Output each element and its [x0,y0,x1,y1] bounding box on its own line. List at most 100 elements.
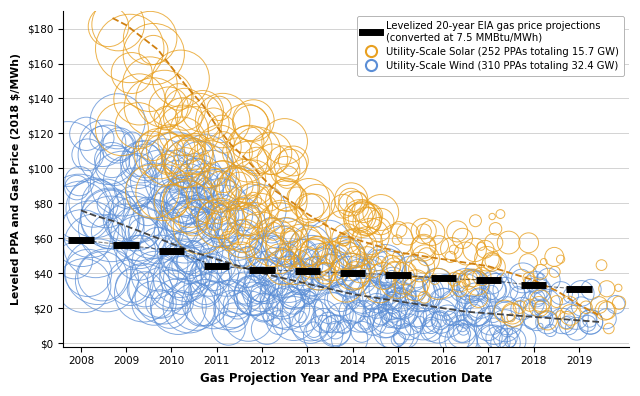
Point [387,326,397,332]
Point [142,208,152,215]
Point [505,339,515,345]
Point [256,281,266,287]
Point [178,127,188,133]
Point [232,231,243,237]
Point [305,322,316,328]
Point [438,301,449,307]
Point [394,335,404,341]
Point [488,264,499,270]
Point [531,295,541,302]
Point [120,220,131,226]
Point [129,185,140,191]
Point [282,236,292,242]
Point [483,324,493,330]
Point [359,320,369,326]
Point [145,81,155,88]
Point [474,308,484,314]
Point [275,255,285,262]
Point [300,272,310,278]
Point [288,300,298,306]
Point [248,218,259,224]
Point [266,150,276,156]
Point [264,196,275,202]
Point [172,173,182,179]
Point [85,226,95,232]
Point [543,277,554,283]
Point [374,284,385,290]
Point [294,307,304,314]
Point [349,275,360,281]
Point [426,327,436,333]
Point [395,308,405,314]
Point [487,213,497,220]
Point [470,295,481,301]
Point [97,140,108,147]
Point [232,301,243,308]
Point [198,284,209,291]
Point [358,293,368,299]
Point [141,158,151,164]
Point [170,278,180,284]
Point [303,295,314,301]
Point [205,161,215,167]
Point [542,319,552,326]
Point [155,260,165,266]
Point [151,225,161,232]
Point [239,236,249,242]
Point [596,262,607,268]
Point [484,335,495,341]
Point [182,258,192,265]
Point [262,278,273,285]
Point [536,291,546,298]
Point [471,310,481,317]
Point [532,287,543,294]
Point [393,337,403,343]
Point [374,227,384,233]
Point [209,120,219,127]
Point [392,307,403,313]
Point [552,298,562,305]
Point [371,250,381,256]
Point [585,317,595,323]
Point [466,280,476,286]
Point [507,310,517,317]
Point [237,211,248,217]
Point [325,265,335,271]
Point [327,258,337,264]
Point [294,277,305,284]
Point [161,161,172,168]
Point [215,214,225,220]
Point [383,266,394,272]
Point [488,258,498,264]
Point [182,275,192,282]
Point [250,266,260,272]
Point [202,187,212,194]
Point [149,300,159,306]
Point [308,263,318,269]
Point [405,287,415,293]
Point [185,197,195,203]
Point [183,197,193,204]
Point [255,207,266,213]
X-axis label: Gas Projection Year and PPA Execution Date: Gas Projection Year and PPA Execution Da… [200,372,492,385]
Point [145,35,156,41]
Point [525,279,535,285]
Point [262,249,273,255]
Point [134,96,145,103]
Point [353,244,364,250]
Point [195,214,205,220]
Point [201,184,211,190]
Point [387,301,397,307]
Point [198,189,208,195]
Point [290,264,300,270]
Point [238,235,248,242]
Point [113,118,123,124]
Point [159,292,169,299]
Point [189,128,200,135]
Point [244,145,255,151]
Point [452,228,462,234]
Point [264,255,274,261]
Point [284,276,294,283]
Point [278,271,288,277]
Point [173,94,184,100]
